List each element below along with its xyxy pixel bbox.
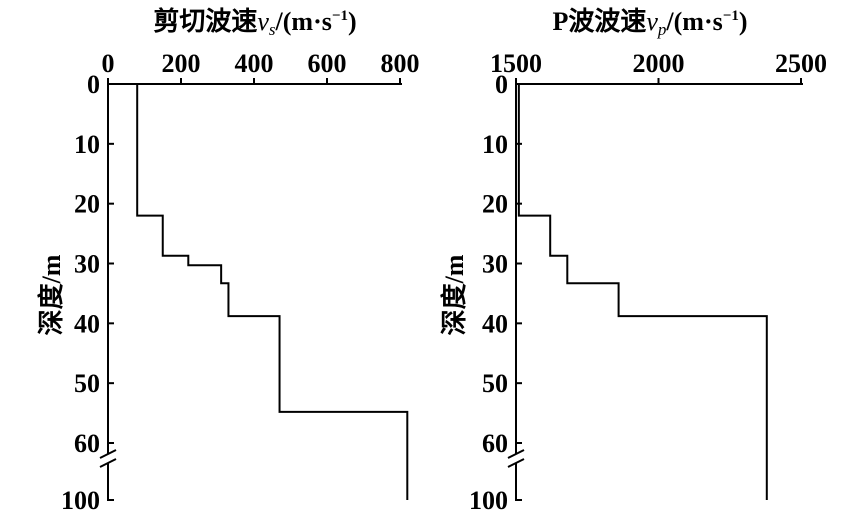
p-wave-axis-title: P波波速vp/(m·s−1) [552,7,747,39]
shear-wave-depth-axis-label: 深度/m [36,254,66,335]
shear-wave-axis-break-mark [99,458,117,468]
shear-wave-y-tick-label: 20 [74,190,100,219]
shear-wave-y-tick-label: 50 [74,369,100,398]
shear-wave-velocity-profile-line [136,84,409,500]
shear-wave-y-tick-label: 100 [61,486,100,515]
p-wave-velocity-profile-line [517,84,768,500]
p-wave-axis-break-mark [507,449,525,459]
p-wave-x-tick-label: 2500 [775,49,827,78]
p-wave-panel: P波波速vp/(m·s−1) 深度/m 1500 2000 2500 0 10 20 30 4… [439,7,827,515]
shear-wave-y-tick-label: 60 [74,429,100,458]
p-wave-y-tick-label: 10 [482,130,508,159]
p-wave-axis-break-mark [507,458,525,468]
shear-wave-x-tick-label: 600 [308,49,347,78]
p-wave-y-tick-label: 60 [482,429,508,458]
shear-wave-axis-break-mark [99,449,117,459]
p-wave-y-tick-label: 30 [482,250,508,279]
shear-wave-y-tick-label: 30 [74,250,100,279]
p-wave-x-tick-label: 1500 [490,49,542,78]
p-wave-y-tick-label: 0 [495,70,508,99]
p-wave-y-tick-label: 50 [482,369,508,398]
p-wave-y-tick-label: 40 [482,309,508,338]
shear-wave-x-tick-label: 0 [102,49,115,78]
shear-wave-x-tick-label: 200 [162,49,201,78]
p-wave-depth-axis-label: 深度/m [439,254,469,335]
p-wave-y-tick-label: 20 [482,190,508,219]
shear-wave-panel: 剪切波速vs/(m·s−1) 深度/m 0 200 400 600 800 0 10 20 30… [36,6,420,515]
shear-wave-y-tick-label: 10 [74,130,100,159]
shear-wave-x-tick-label: 800 [381,49,420,78]
shear-wave-axis-title: 剪切波速vs/(m·s−1) [153,6,356,39]
shear-wave-x-tick-label: 400 [235,49,274,78]
shear-wave-y-tick-label: 40 [74,309,100,338]
shear-wave-y-tick-label: 0 [87,70,100,99]
p-wave-y-tick-label: 100 [469,486,508,515]
p-wave-x-tick-label: 2000 [633,49,685,78]
